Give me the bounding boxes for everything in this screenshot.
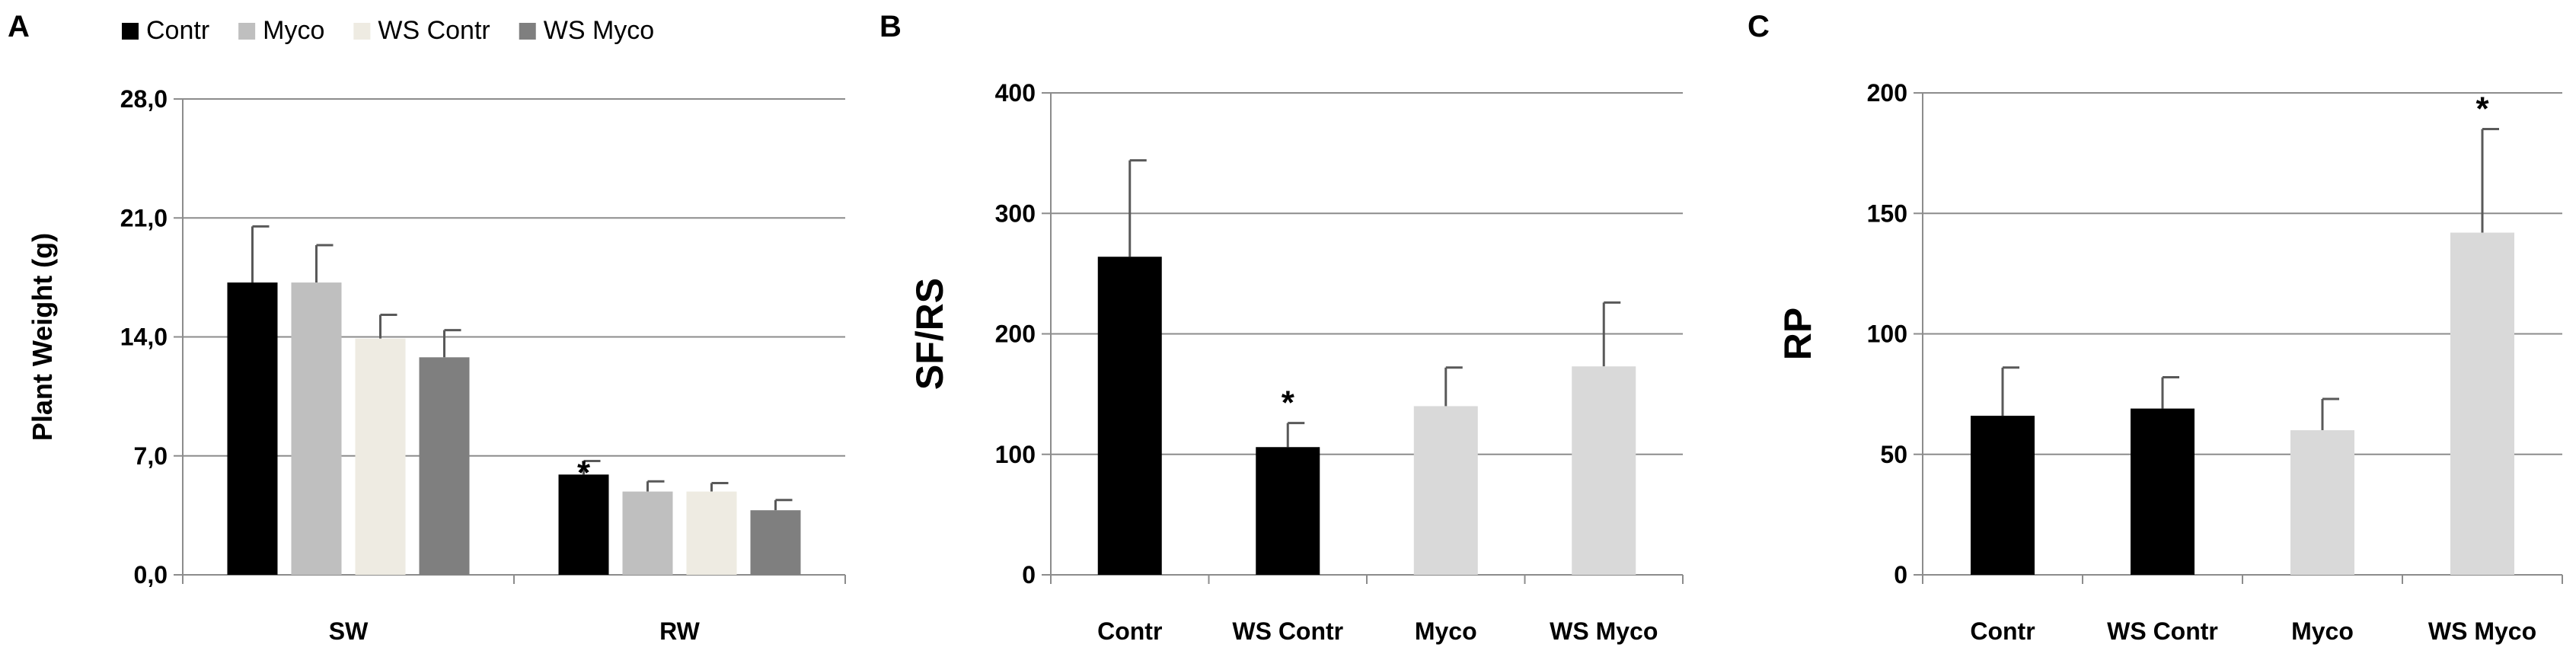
y-tick-label: 150 [1867, 199, 1907, 227]
panel-a: A 0,0 7,0 14,0 21,0 28,0 Plant Weight (g) SW * RW… [8, 10, 846, 645]
panel-b: B 0 100 200 300 400 SF/RS Contr * WS Contr Myco WS … [879, 10, 1684, 645]
panel-c: C 0 50 100 150 200 RP Contr WS Contr Myco * WS Myco [1748, 10, 2563, 645]
x-tick-label: WS Myco [2428, 617, 2536, 645]
y-tick-label: 200 [995, 321, 1036, 348]
legend-swatch [122, 23, 139, 40]
bar [2131, 408, 2195, 575]
y-tick-label: 300 [995, 199, 1036, 227]
x-tick-label: WS Myco [1550, 617, 1658, 645]
x-tick-label: Myco [1415, 617, 1477, 645]
bar [750, 510, 801, 575]
y-tick-label: 100 [1867, 321, 1907, 348]
x-tick-label: WS Contr [2107, 617, 2218, 645]
legend-label: WS Myco [544, 16, 654, 45]
bar [419, 357, 470, 575]
bar [227, 282, 278, 575]
x-tick-label: Contr [1097, 617, 1162, 645]
bar [1097, 257, 1162, 575]
bar [1256, 447, 1320, 575]
significance-marker: * [1282, 384, 1295, 422]
y-tick-label: 50 [1880, 441, 1907, 468]
bar [1572, 366, 1636, 575]
y-tick-label: 14,0 [120, 324, 168, 351]
bar [1971, 416, 2035, 575]
legend-label: Myco [263, 16, 324, 45]
significance-marker: * [2475, 90, 2489, 127]
y-tick-label: 21,0 [120, 204, 168, 231]
y-tick-label: 0,0 [134, 561, 168, 589]
legend-swatch [238, 23, 256, 40]
y-tick-label: 28,0 [120, 85, 168, 113]
legend-label: WS Contr [378, 16, 490, 45]
legend-label: Contr [146, 16, 209, 45]
legend-swatch [519, 23, 536, 40]
bar [558, 474, 609, 575]
y-axis-label: Plant Weight (g) [27, 233, 58, 441]
y-axis-label: SF/RS [908, 278, 951, 390]
bar [2290, 430, 2354, 575]
x-tick-label: RW [659, 617, 701, 645]
bar [686, 491, 737, 575]
y-tick-label: 100 [995, 441, 1036, 468]
x-tick-label: Contr [1970, 617, 2035, 645]
y-axis-label: RP [1776, 308, 1819, 360]
y-tick-label: 0 [1022, 561, 1036, 589]
x-tick-label: Myco [2291, 617, 2354, 645]
bar [622, 491, 673, 575]
y-tick-label: 200 [1867, 79, 1907, 107]
x-tick-label: WS Contr [1232, 617, 1343, 645]
bar [2450, 232, 2514, 575]
bar [1413, 406, 1478, 575]
x-tick-label: SW [329, 617, 369, 645]
significance-marker: * [577, 454, 591, 491]
panel-label: C [1748, 10, 1770, 43]
y-tick-label: 400 [995, 79, 1036, 107]
bar [355, 338, 406, 575]
y-tick-label: 0 [1894, 561, 1907, 589]
panel-label: A [8, 10, 30, 43]
legend-swatch [353, 23, 371, 40]
panel-label: B [879, 10, 902, 43]
y-tick-label: 7,0 [134, 442, 168, 470]
bar [291, 282, 342, 575]
